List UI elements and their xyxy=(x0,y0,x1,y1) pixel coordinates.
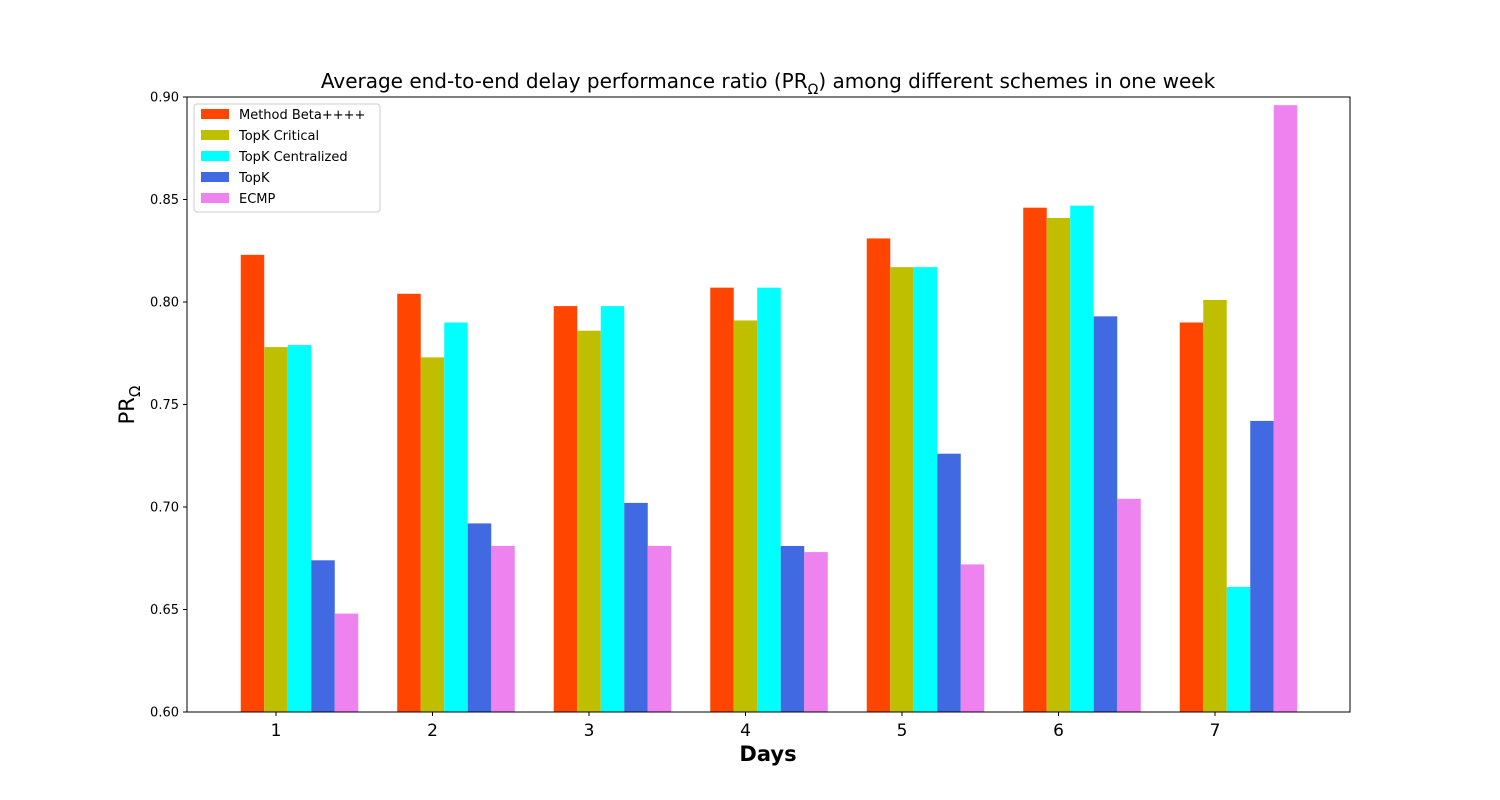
y-tick-label: 0.60 xyxy=(150,706,179,721)
bar-topk-critical-day-5 xyxy=(890,267,914,712)
y-tick-label: 0.70 xyxy=(150,501,179,516)
bar-topk-centralized-day-1 xyxy=(287,345,312,712)
bar-ecmp-day-7 xyxy=(1273,105,1298,712)
bar-topk-critical-day-7 xyxy=(1203,299,1227,712)
bar-topk-day-6 xyxy=(1093,316,1118,712)
bar-topk-centralized-day-5 xyxy=(913,267,938,712)
bar-ecmp-day-2 xyxy=(491,545,515,712)
bar-topk-day-5 xyxy=(937,453,961,712)
legend-swatch xyxy=(201,151,229,161)
legend-swatch xyxy=(201,130,229,140)
bar-method-beta--day-7 xyxy=(1179,322,1204,712)
bar-topk-critical-day-1 xyxy=(264,347,288,712)
bar-topk-critical-day-4 xyxy=(733,320,758,712)
y-tick-label: 0.65 xyxy=(150,603,179,618)
y-tick-label: 0.90 xyxy=(150,91,179,106)
legend-swatch xyxy=(201,172,229,182)
chart-title: Average end-to-end delay performance rat… xyxy=(321,69,1216,98)
bar-method-beta--day-1 xyxy=(240,254,265,712)
y-axis-label: PRΩ xyxy=(115,386,144,425)
legend-box xyxy=(193,103,381,213)
legend-label: TopK xyxy=(238,171,270,186)
bar-topk-centralized-day-7 xyxy=(1226,586,1251,712)
bar-ecmp-day-6 xyxy=(1117,498,1141,712)
x-tick-label: 4 xyxy=(740,721,751,741)
bar-method-beta--day-5 xyxy=(866,238,891,712)
legend-label: Method Beta++++ xyxy=(239,108,365,123)
y-tick-label: 0.75 xyxy=(150,398,179,413)
bar-ecmp-day-4 xyxy=(804,552,828,712)
bars-group xyxy=(240,105,1298,712)
x-tick-label: 3 xyxy=(584,721,595,741)
y-axis: 0.60 0.65 0.70 0.75 0.80 0.85 0.90 xyxy=(150,91,187,721)
x-tick-label: 5 xyxy=(897,721,908,741)
bar-ecmp-day-5 xyxy=(960,564,985,712)
bar-topk-day-1 xyxy=(311,560,335,712)
bar-topk-day-3 xyxy=(624,502,648,712)
bar-topk-day-2 xyxy=(467,523,492,712)
legend: Method Beta++++ TopK Critical TopK Central… xyxy=(193,103,381,213)
x-tick-label: 7 xyxy=(1210,721,1221,741)
y-tick-label: 0.85 xyxy=(150,193,179,208)
bar-topk-critical-day-2 xyxy=(420,357,445,712)
x-axis-label: Days xyxy=(739,742,796,766)
bar-method-beta--day-2 xyxy=(397,293,421,712)
bar-topk-critical-day-6 xyxy=(1046,217,1071,712)
legend-label: ECMP xyxy=(239,192,276,207)
bar-topk-centralized-day-6 xyxy=(1070,205,1094,712)
bar-topk-centralized-day-2 xyxy=(444,322,468,712)
bar-topk-day-7 xyxy=(1250,420,1274,712)
legend-swatch xyxy=(201,193,229,203)
x-axis: 1 2 3 4 5 6 7 xyxy=(271,712,1221,741)
y-tick-label: 0.80 xyxy=(150,296,179,311)
legend-swatch xyxy=(201,109,229,119)
legend-label: TopK Critical xyxy=(238,129,319,144)
bar-topk-centralized-day-3 xyxy=(600,306,625,712)
bar-topk-centralized-day-4 xyxy=(757,287,781,712)
bar-ecmp-day-1 xyxy=(334,613,359,712)
bar-method-beta--day-3 xyxy=(553,306,578,712)
x-tick-label: 6 xyxy=(1053,721,1064,741)
bar-method-beta--day-6 xyxy=(1023,207,1047,712)
bar-method-beta--day-4 xyxy=(710,287,734,712)
bar-topk-critical-day-3 xyxy=(577,330,601,712)
bar-ecmp-day-3 xyxy=(647,545,672,712)
x-tick-label: 2 xyxy=(427,721,438,741)
legend-label: TopK Centralized xyxy=(238,150,348,165)
bar-topk-day-4 xyxy=(780,545,805,712)
x-tick-label: 1 xyxy=(271,721,282,741)
